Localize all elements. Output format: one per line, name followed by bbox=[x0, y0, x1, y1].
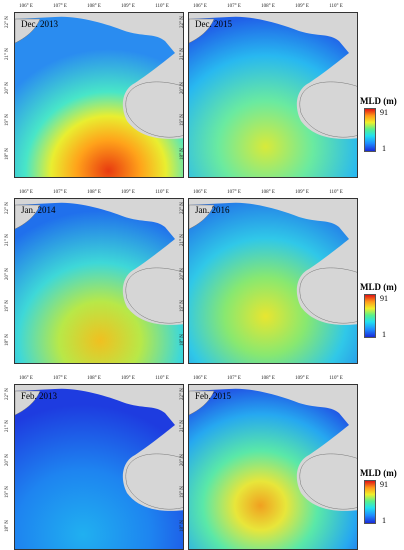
colorbar-max: 91 bbox=[380, 480, 388, 489]
lat-tick: 20° N bbox=[180, 454, 185, 466]
colorbar-title: MLD (m) bbox=[360, 282, 397, 292]
lat-tick: 19° N bbox=[180, 486, 185, 498]
mld-map-dec-2013 bbox=[15, 16, 183, 177]
lon-tick: 108° E bbox=[261, 4, 275, 9]
lat-tick: 22° N bbox=[180, 388, 185, 400]
panel-label: Jan. 2016 bbox=[195, 205, 230, 215]
lat-tick: 20° N bbox=[5, 82, 10, 94]
lat-tick: 18° N bbox=[5, 148, 10, 160]
lon-tick: 110° E bbox=[329, 376, 343, 381]
lon-tick: 110° E bbox=[155, 190, 169, 195]
panel-label: Dec. 2015 bbox=[195, 19, 232, 29]
mld-map-dec-2015 bbox=[189, 16, 357, 177]
lon-tick: 107° E bbox=[227, 4, 241, 9]
colorbar-min: 1 bbox=[382, 516, 386, 525]
lon-tick: 108° E bbox=[87, 190, 101, 195]
lon-tick: 109° E bbox=[121, 4, 135, 9]
lat-tick: 22° N bbox=[5, 202, 10, 214]
map-panel-dec-2013: Dec. 2013 bbox=[14, 12, 184, 178]
lon-tick: 109° E bbox=[295, 376, 309, 381]
lon-tick: 106° E bbox=[193, 190, 207, 195]
lon-tick: 110° E bbox=[329, 4, 343, 9]
lat-tick: 20° N bbox=[5, 454, 10, 466]
lon-tick: 109° E bbox=[121, 376, 135, 381]
lon-tick: 106° E bbox=[193, 4, 207, 9]
lon-tick: 107° E bbox=[53, 190, 67, 195]
lon-tick: 106° E bbox=[193, 376, 207, 381]
panel-label: Dec. 2013 bbox=[21, 19, 58, 29]
map-panel-feb-2015: Feb. 2015 bbox=[188, 384, 358, 550]
colorbar-max: 91 bbox=[380, 108, 388, 117]
lat-tick: 21° N bbox=[5, 48, 10, 60]
lat-tick: 22° N bbox=[180, 202, 185, 214]
mld-map-feb-2013 bbox=[15, 388, 183, 549]
mld-map-jan-2016 bbox=[189, 202, 357, 363]
colorbar-max: 91 bbox=[380, 294, 388, 303]
lon-tick: 109° E bbox=[121, 190, 135, 195]
lon-tick: 107° E bbox=[227, 190, 241, 195]
lat-tick: 20° N bbox=[5, 268, 10, 280]
lon-tick: 108° E bbox=[87, 4, 101, 9]
map-panel-jan-2016: Jan. 2016 bbox=[188, 198, 358, 364]
colorbar-gradient bbox=[364, 480, 376, 524]
lat-tick: 19° N bbox=[5, 486, 10, 498]
colorbar-min: 1 bbox=[382, 330, 386, 339]
map-panel-dec-2015: Dec. 2015 bbox=[188, 12, 358, 178]
lat-tick: 18° N bbox=[5, 334, 10, 346]
lat-tick: 19° N bbox=[180, 114, 185, 126]
lat-tick: 22° N bbox=[180, 16, 185, 28]
lat-tick: 21° N bbox=[180, 48, 185, 60]
lat-tick: 19° N bbox=[180, 300, 185, 312]
panel-label: Feb. 2013 bbox=[21, 391, 57, 401]
lon-tick: 110° E bbox=[155, 376, 169, 381]
lat-tick: 18° N bbox=[5, 520, 10, 532]
lat-tick: 22° N bbox=[5, 16, 10, 28]
lat-tick: 22° N bbox=[5, 388, 10, 400]
lat-tick: 18° N bbox=[180, 520, 185, 532]
lon-tick: 108° E bbox=[261, 376, 275, 381]
lon-tick: 108° E bbox=[261, 190, 275, 195]
lat-tick: 20° N bbox=[180, 268, 185, 280]
lat-tick: 20° N bbox=[180, 82, 185, 94]
lon-tick: 106° E bbox=[19, 376, 33, 381]
map-panel-jan-2014: Jan. 2014 bbox=[14, 198, 184, 364]
colorbar-title: MLD (m) bbox=[360, 96, 397, 106]
lat-tick: 21° N bbox=[180, 420, 185, 432]
lon-tick: 107° E bbox=[53, 376, 67, 381]
lat-tick: 21° N bbox=[5, 234, 10, 246]
lat-tick: 18° N bbox=[180, 148, 185, 160]
lon-tick: 106° E bbox=[19, 190, 33, 195]
colorbar-gradient bbox=[364, 294, 376, 338]
lon-tick: 107° E bbox=[227, 376, 241, 381]
lat-tick: 21° N bbox=[180, 234, 185, 246]
panel-label: Jan. 2014 bbox=[21, 205, 56, 215]
lon-tick: 106° E bbox=[19, 4, 33, 9]
lon-tick: 110° E bbox=[155, 4, 169, 9]
lon-tick: 109° E bbox=[295, 190, 309, 195]
mld-map-feb-2015 bbox=[189, 388, 357, 549]
lat-tick: 19° N bbox=[5, 114, 10, 126]
lon-tick: 108° E bbox=[87, 376, 101, 381]
panel-label: Feb. 2015 bbox=[195, 391, 231, 401]
lat-tick: 19° N bbox=[5, 300, 10, 312]
lon-tick: 110° E bbox=[329, 190, 343, 195]
colorbar-title: MLD (m) bbox=[360, 468, 397, 478]
mld-map-jan-2014 bbox=[15, 202, 183, 363]
map-panel-feb-2013: Feb. 2013 bbox=[14, 384, 184, 550]
colorbar-min: 1 bbox=[382, 144, 386, 153]
lat-tick: 18° N bbox=[180, 334, 185, 346]
lon-tick: 107° E bbox=[53, 4, 67, 9]
colorbar-gradient bbox=[364, 108, 376, 152]
lat-tick: 21° N bbox=[5, 420, 10, 432]
lon-tick: 109° E bbox=[295, 4, 309, 9]
